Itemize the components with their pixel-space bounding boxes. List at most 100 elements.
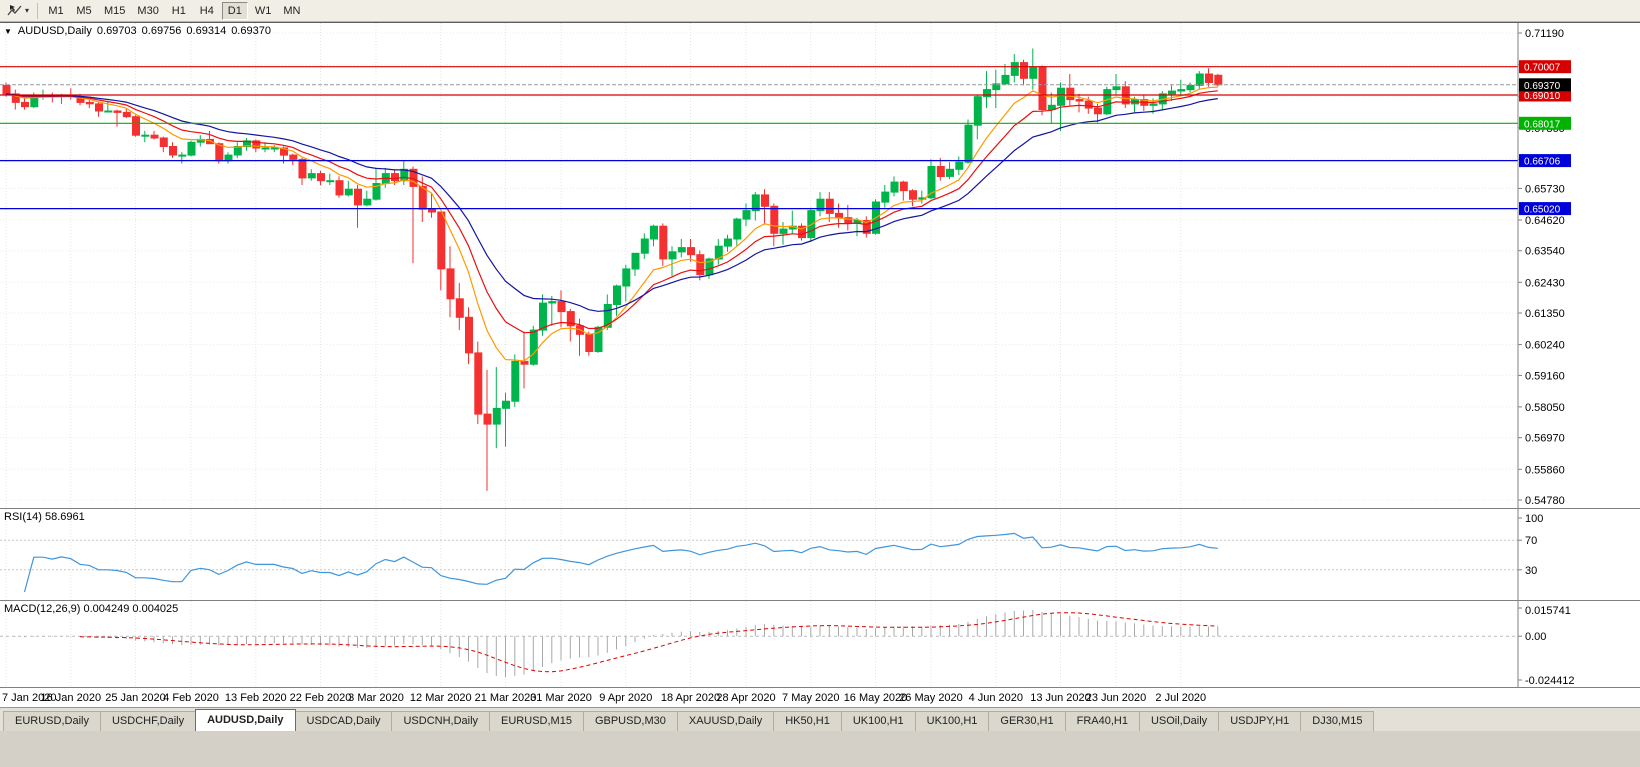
svg-text:30: 30 [1525,565,1537,577]
tab-uk100-h1[interactable]: UK100,H1 [914,711,990,731]
svg-text:0.63540: 0.63540 [1525,246,1565,258]
svg-text:7 May 2020: 7 May 2020 [782,692,839,704]
macd-axis[interactable]: 0.015741 0.00 -0.024412 [1517,601,1575,687]
timeframe-m5-button[interactable]: M5 [71,2,97,20]
rsi-line [23,532,1218,593]
svg-text:0.70007: 0.70007 [1524,63,1561,74]
rsi-panel[interactable]: 100 70 30 RSI(14) 58.6961 [0,508,1640,600]
price-axis[interactable]: 0.711900.700800.689700.678600.667500.657… [1517,23,1571,508]
one-click-trading-icon[interactable]: ▼ [4,26,12,36]
svg-text:28 Apr 2020: 28 Apr 2020 [716,692,775,704]
toolbar-separator [37,2,39,19]
svg-text:26 May 2020: 26 May 2020 [899,692,963,704]
ma-21-line [5,93,1218,312]
tab-eurusd-m15[interactable]: EURUSD,M15 [489,711,584,731]
tab-fra40-h1[interactable]: FRA40,H1 [1064,711,1140,731]
svg-text:21 Mar 2020: 21 Mar 2020 [475,692,537,704]
svg-text:18 Apr 2020: 18 Apr 2020 [661,692,720,704]
tab-eurusd-daily[interactable]: EURUSD,Daily [3,711,101,731]
tab-usdcad-daily[interactable]: USDCAD,Daily [294,711,393,731]
timeframe-m1-button[interactable]: M1 [43,2,69,20]
tab-usdchf-daily[interactable]: USDCHF,Daily [99,711,197,731]
macd-signal-line [79,612,1218,673]
tab-usoil-daily[interactable]: USOil,Daily [1138,711,1220,731]
timeframe-h4-button[interactable]: H4 [194,2,220,20]
tab-dj30-m15[interactable]: DJ30,M15 [1300,711,1375,731]
svg-text:12 Mar 2020: 12 Mar 2020 [410,692,472,704]
ma-8-line [5,86,1218,362]
svg-text:0.00: 0.00 [1525,631,1546,643]
ohlc-low: 0.69314 [186,25,227,37]
timeframe-d1-button[interactable]: D1 [221,1,248,20]
svg-text:0.64620: 0.64620 [1525,215,1565,227]
svg-text:0.55860: 0.55860 [1525,464,1565,476]
ma-13-line [5,90,1218,334]
chart-cursor-button[interactable]: ▾ [3,2,33,20]
svg-text:0.54780: 0.54780 [1525,495,1565,507]
time-axis[interactable]: 7 Jan 2020 16 Jan 2020 25 Jan 2020 4 Feb 20… [0,687,1640,707]
svg-text:0.58050: 0.58050 [1525,402,1565,414]
tab-xauusd-daily[interactable]: XAUUSD,Daily [676,711,775,731]
tab-uk100-h1[interactable]: UK100,H1 [840,711,916,731]
horizontal-level-lines[interactable] [0,66,1518,210]
timeframe-toolbar: ▾ M1 M5 M15 M30 H1 H4 D1 W1 MN [0,0,1640,22]
tab-ger30-h1[interactable]: GER30,H1 [988,711,1066,731]
macd-canvas[interactable]: 0.015741 0.00 -0.024412 [0,601,1640,687]
ohlc-high: 0.69756 [141,25,182,37]
svg-text:100: 100 [1525,513,1543,525]
rsi-title: RSI(14) 58.6961 [4,511,85,523]
macd-header: MACD(12,26,9) 0.004249 0.004025 [4,603,178,615]
svg-text:4 Jun 2020: 4 Jun 2020 [969,692,1023,704]
rsi-canvas[interactable]: 100 70 30 [0,509,1640,600]
tab-hk50-h1[interactable]: HK50,H1 [773,711,842,731]
rsi-axis[interactable]: 100 70 30 [1517,509,1543,600]
chart-tabs-bar: EURUSD,Daily USDCHF,Daily AUDUSD,Daily USDC… [0,707,1640,731]
svg-text:9 Apr 2020: 9 Apr 2020 [599,692,652,704]
svg-text:23 Jun 2020: 23 Jun 2020 [1086,692,1147,704]
svg-text:0.69010: 0.69010 [1524,91,1561,102]
svg-text:7 Jan 2020: 7 Jan 2020 [2,692,56,704]
price-chart-canvas[interactable]: 0.711900.700800.689700.678600.667500.657… [0,23,1640,508]
status-strip [0,731,1640,767]
timeframe-w1-button[interactable]: W1 [250,2,277,20]
macd-histogram [14,610,1219,678]
svg-text:31 Mar 2020: 31 Mar 2020 [530,692,592,704]
svg-text:0.61350: 0.61350 [1525,308,1565,320]
tab-gbpusd-m30[interactable]: GBPUSD,M30 [582,711,678,731]
svg-text:13 Jun 2020: 13 Jun 2020 [1030,692,1091,704]
grid [0,23,1518,508]
tab-usdjpy-h1[interactable]: USDJPY,H1 [1218,711,1302,731]
svg-text:0.65730: 0.65730 [1525,183,1565,195]
timeframe-mn-button[interactable]: MN [278,2,305,20]
svg-text:16 May 2020: 16 May 2020 [844,692,908,704]
rsi-grid [0,509,1518,600]
tab-audusd-daily[interactable]: AUDUSD,Daily [195,709,296,731]
price-chart-panel[interactable]: 0.711900.700800.689700.678600.667500.657… [0,22,1640,508]
svg-text:-0.024412: -0.024412 [1525,675,1575,687]
macd-title: MACD(12,26,9) 0.004249 0.004025 [4,603,179,615]
ohlc-open: 0.69703 [96,25,137,37]
svg-text:0.65020: 0.65020 [1524,205,1561,216]
svg-text:0.56970: 0.56970 [1525,433,1565,445]
svg-text:3 Mar 2020: 3 Mar 2020 [348,692,404,704]
svg-text:0.69370: 0.69370 [1524,81,1561,92]
tab-usdcnh-daily[interactable]: USDCNH,Daily [391,711,491,731]
chart-cursor-icon [7,4,22,15]
timeframe-m15-button[interactable]: M15 [99,2,130,20]
svg-text:16 Jan 2020: 16 Jan 2020 [41,692,102,704]
svg-text:0.66706: 0.66706 [1524,157,1561,168]
chart-symbol-label: AUDUSD,Daily [17,25,92,37]
chart-ohlc-header: ▼ AUDUSD,Daily 0.69703 0.69756 0.69314 0… [4,25,271,37]
ohlc-close: 0.69370 [231,25,271,37]
timeframe-m30-button[interactable]: M30 [132,2,163,20]
moving-average-lines [5,86,1218,362]
macd-panel[interactable]: 0.015741 0.00 -0.024412 MACD(12,26,9) 0.00… [0,600,1640,687]
svg-text:4 Feb 2020: 4 Feb 2020 [163,692,219,704]
timeframe-h1-button[interactable]: H1 [166,2,192,20]
candlesticks [2,48,1223,491]
svg-text:2 Jul 2020: 2 Jul 2020 [1155,692,1206,704]
svg-text:0.60240: 0.60240 [1525,340,1565,352]
rsi-header: RSI(14) 58.6961 [4,511,85,523]
